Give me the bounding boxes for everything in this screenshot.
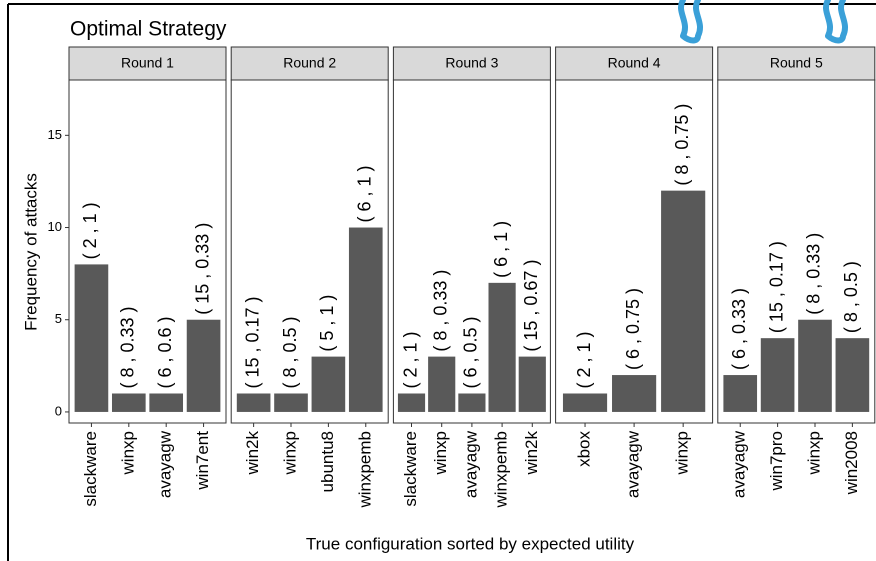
- y-axis-label: Frequency of attacks: [21, 173, 40, 331]
- bar: [519, 357, 546, 412]
- x-tick-label: avayagw: [730, 430, 749, 498]
- bar: [274, 393, 308, 411]
- bar: [836, 338, 870, 412]
- bar-annotation: ( 2 , 1 ): [80, 202, 100, 259]
- x-tick-label: winxpemb: [355, 431, 374, 509]
- bar-annotation: ( 5 , 1 ): [317, 295, 337, 352]
- x-tick-label: avayagw: [156, 430, 175, 498]
- x-axis-label: True configuration sorted by expected ut…: [306, 534, 635, 553]
- x-tick-label: win2008: [842, 431, 861, 495]
- x-tick-label: ubuntu8: [318, 431, 337, 492]
- bar-annotation: ( 15 , 0.17 ): [766, 241, 786, 333]
- bar: [75, 264, 109, 412]
- bar-annotation: ( 8 , 0.75 ): [672, 104, 692, 186]
- y-tick-label: 5: [55, 311, 62, 326]
- bar-annotation: ( 6 , 1 ): [355, 166, 375, 223]
- y-tick-label: 15: [48, 127, 62, 142]
- y-tick-label: 0: [55, 403, 62, 418]
- x-tick-label: winxp: [804, 431, 823, 475]
- x-tick-label: slackware: [81, 431, 100, 507]
- x-tick-label: slackware: [401, 431, 420, 507]
- strip-label: Round 2: [283, 55, 336, 71]
- bar: [349, 228, 383, 412]
- bar-annotation: ( 6 , 0.6 ): [155, 316, 175, 388]
- y-tick-label: 10: [48, 219, 62, 234]
- bar-annotation: ( 8 , 0.33 ): [804, 233, 824, 315]
- x-tick-label: win7pro: [767, 431, 786, 492]
- bar: [237, 393, 271, 411]
- strip-label: Round 4: [608, 55, 661, 71]
- x-tick-label: winxp: [280, 431, 299, 475]
- bar-annotation: ( 8 , 0.33 ): [118, 306, 138, 388]
- strip-label: Round 1: [121, 55, 174, 71]
- bar-annotation: ( 8 , 0.5 ): [841, 261, 861, 333]
- x-tick-label: winxp: [673, 431, 692, 475]
- strip-label: Round 3: [445, 55, 498, 71]
- x-tick-label: xbox: [575, 431, 594, 467]
- bar: [798, 320, 832, 412]
- bar: [428, 357, 455, 412]
- bar-annotation: ( 6 , 0.75 ): [623, 288, 643, 370]
- x-tick-label: win2k: [522, 431, 541, 476]
- bar: [458, 393, 485, 411]
- x-tick-label: winxp: [431, 431, 450, 475]
- bar: [723, 375, 757, 412]
- x-tick-label: avayagw: [624, 430, 643, 498]
- bar-annotation: ( 8 , 0.33 ): [430, 270, 450, 352]
- x-tick-label: winxp: [118, 431, 137, 475]
- bar: [563, 393, 607, 411]
- bar: [149, 393, 183, 411]
- bar: [612, 375, 656, 412]
- x-tick-label: winxpemb: [492, 431, 511, 509]
- bar-annotation: ( 15 , 0.17 ): [242, 296, 262, 388]
- bar-annotation: ( 6 , 0.33 ): [729, 288, 749, 370]
- bar: [398, 393, 425, 411]
- bar-annotation: ( 15 , 0.33 ): [192, 223, 212, 315]
- bar: [112, 393, 146, 411]
- x-tick-label: win2k: [243, 431, 262, 476]
- bar-annotation: ( 2 , 1 ): [400, 331, 420, 388]
- bar-annotation: ( 6 , 1 ): [491, 221, 511, 278]
- bar-annotation: ( 15 , 0.67 ): [521, 260, 541, 352]
- bar: [187, 320, 221, 412]
- strip-label: Round 5: [770, 55, 823, 71]
- bar: [761, 338, 795, 412]
- chart-title: Optimal Strategy: [70, 18, 227, 41]
- x-tick-label: avayagw: [461, 430, 480, 498]
- bar: [312, 357, 346, 412]
- bar: [489, 283, 516, 412]
- chart: Optimal Strategy Frequency of attacks Tr…: [0, 0, 876, 561]
- bar-annotation: ( 6 , 0.5 ): [461, 316, 481, 388]
- x-tick-label: win7ent: [193, 431, 212, 491]
- bar-annotation: ( 8 , 0.5 ): [280, 316, 300, 388]
- bar: [661, 191, 705, 412]
- bar-annotation: ( 2 , 1 ): [574, 331, 594, 388]
